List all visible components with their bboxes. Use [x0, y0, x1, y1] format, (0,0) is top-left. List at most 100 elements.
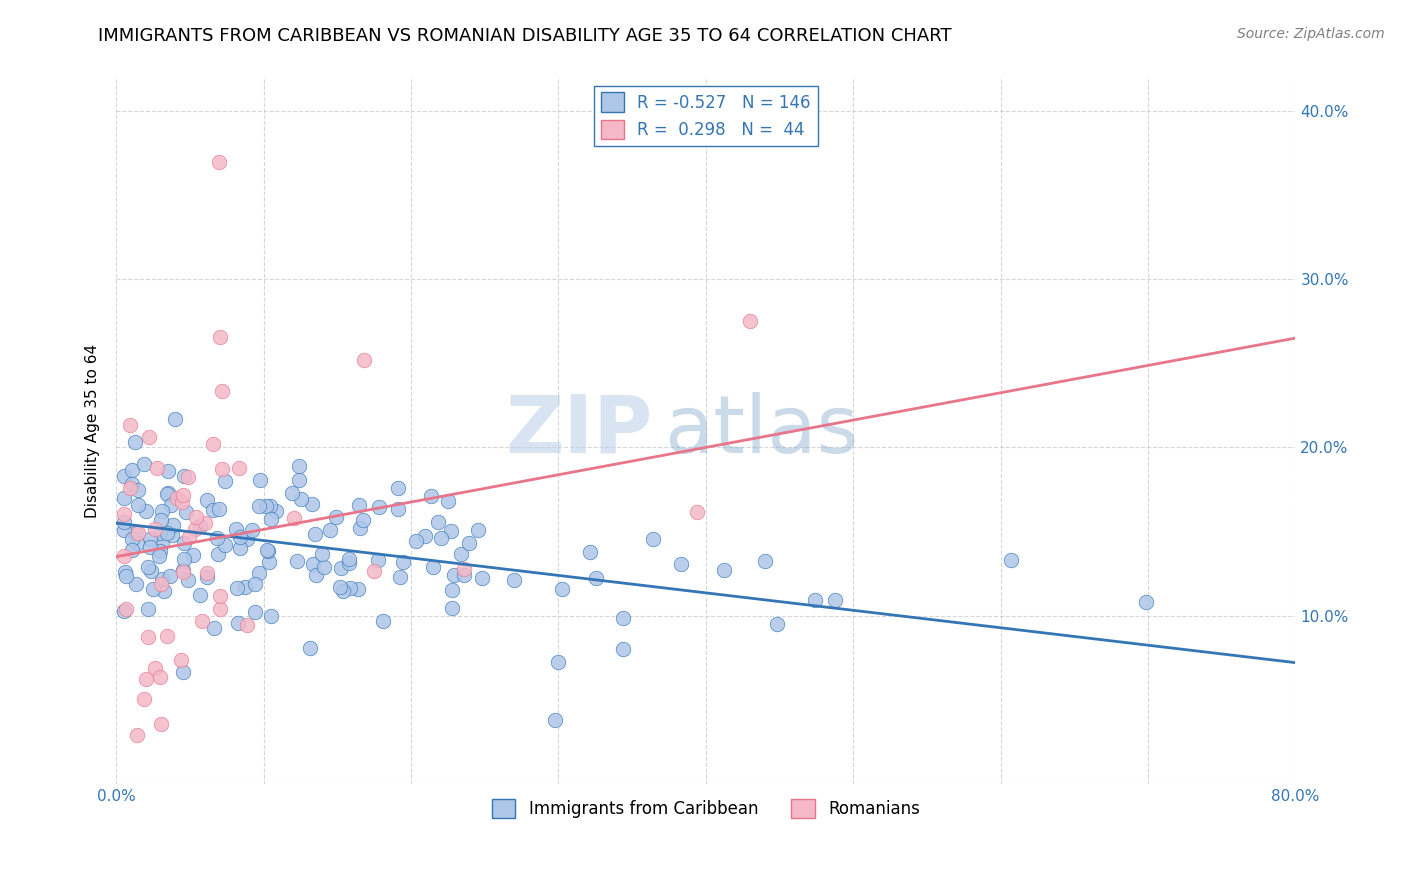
Point [121, 463, 143, 477]
Point [804, 592, 827, 607]
Point [641, 532, 664, 546]
Point [544, 713, 567, 727]
Point [177, 470, 200, 484]
Point [754, 554, 776, 568]
Point [387, 482, 409, 496]
Point [337, 556, 360, 570]
Point [162, 517, 184, 532]
Point [319, 523, 342, 537]
Point [337, 552, 360, 566]
Point [256, 542, 278, 557]
Point [585, 571, 607, 585]
Point [169, 653, 191, 667]
Point [114, 602, 136, 616]
Point [127, 498, 149, 512]
Point [136, 560, 159, 574]
Point [363, 564, 385, 578]
Point [156, 464, 179, 478]
Point [135, 673, 157, 687]
Point [173, 469, 195, 483]
Point [578, 545, 600, 559]
Point [149, 670, 172, 684]
Point [138, 602, 160, 616]
Point [420, 489, 443, 503]
Point [112, 515, 135, 529]
Point [156, 526, 179, 541]
Point [240, 523, 263, 537]
Point [195, 570, 218, 584]
Point [120, 417, 142, 432]
Point [287, 474, 309, 488]
Point [124, 525, 146, 540]
Point [426, 515, 449, 529]
Point [413, 529, 436, 543]
Point [368, 500, 391, 515]
Point [440, 524, 463, 538]
Point [302, 557, 325, 571]
Point [172, 563, 194, 577]
Point [150, 717, 173, 731]
Point [188, 519, 211, 533]
Point [325, 509, 347, 524]
Point [349, 520, 371, 534]
Text: ZIP: ZIP [506, 392, 652, 469]
Point [547, 656, 569, 670]
Point [281, 486, 304, 500]
Point [183, 522, 205, 536]
Point [1000, 553, 1022, 567]
Point [211, 461, 233, 475]
Point [115, 569, 138, 583]
Point [612, 641, 634, 656]
Point [329, 580, 352, 594]
Point [118, 481, 141, 495]
Point [121, 477, 143, 491]
Point [443, 568, 465, 582]
Point [112, 491, 135, 505]
Point [112, 523, 135, 537]
Point [371, 614, 394, 628]
Point [312, 560, 335, 574]
Point [256, 544, 278, 558]
Point [236, 618, 259, 632]
Point [150, 503, 173, 517]
Point [112, 469, 135, 483]
Point [305, 568, 328, 582]
Point [470, 571, 492, 585]
Point [183, 548, 205, 562]
Point [177, 530, 200, 544]
Point [450, 547, 472, 561]
Point [142, 582, 165, 596]
Point [686, 505, 709, 519]
Point [346, 582, 368, 597]
Point [353, 352, 375, 367]
Point [159, 568, 181, 582]
Point [225, 581, 247, 595]
Point [172, 488, 194, 502]
Point [156, 629, 179, 643]
Point [124, 435, 146, 450]
Point [226, 615, 249, 630]
Point [156, 487, 179, 501]
Point [405, 534, 427, 549]
Point [132, 458, 155, 472]
Point [136, 630, 159, 644]
Point [156, 486, 179, 500]
Point [146, 461, 169, 475]
Point [247, 566, 270, 580]
Point [225, 522, 247, 536]
Point [150, 536, 173, 550]
Point [127, 536, 149, 550]
Point [201, 437, 224, 451]
Point [135, 504, 157, 518]
Point [257, 555, 280, 569]
Point [467, 524, 489, 538]
Point [148, 549, 170, 564]
Point [301, 497, 323, 511]
Point [143, 522, 166, 536]
Point [260, 512, 283, 526]
Text: atlas: atlas [665, 392, 859, 469]
Point [387, 502, 409, 516]
Point [195, 493, 218, 508]
Point [290, 491, 312, 506]
Point [170, 495, 193, 509]
